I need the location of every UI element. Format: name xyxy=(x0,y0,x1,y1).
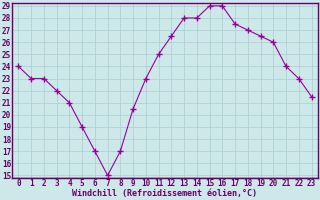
X-axis label: Windchill (Refroidissement éolien,°C): Windchill (Refroidissement éolien,°C) xyxy=(72,189,258,198)
